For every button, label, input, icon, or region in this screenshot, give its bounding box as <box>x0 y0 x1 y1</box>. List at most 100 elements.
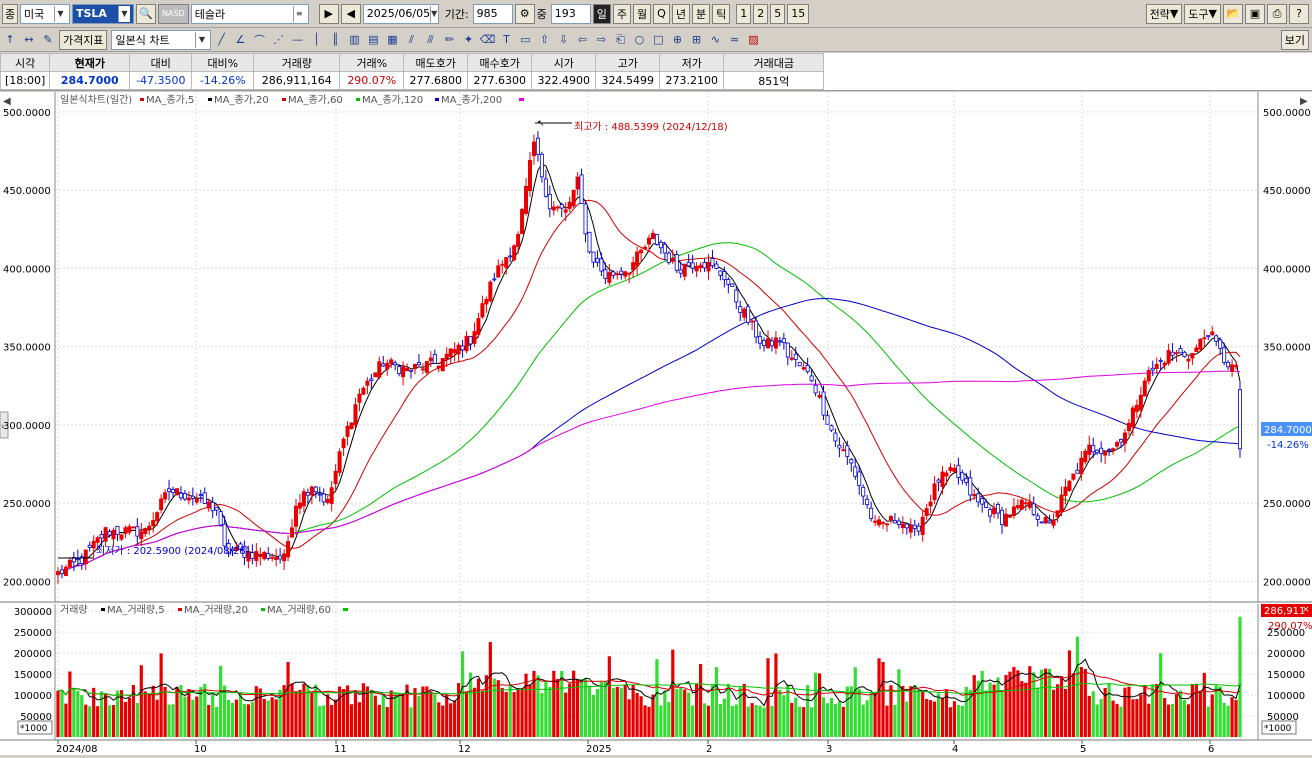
pencil-icon[interactable]: ✏ <box>444 33 455 46</box>
cycle-lines-icon[interactable]: ║ <box>332 33 339 46</box>
minute-1[interactable]: 1 <box>736 3 752 24</box>
angle-icon[interactable]: ∠ <box>235 33 246 46</box>
left-marker-icon[interactable]: ⇦ <box>577 33 588 46</box>
header-ask: 매도호가 <box>403 53 469 72</box>
chart-type-select[interactable]: 일본식 차트 ▼ <box>111 29 212 50</box>
fit-icon[interactable]: ⊞ <box>691 33 702 46</box>
chart-area[interactable]: ◀ ▶ › 일본식차트(일간) MA_종가,5 MA_종가,20 MA_종가,60 M… <box>0 92 1312 755</box>
arrow-up-icon[interactable]: ↑ <box>5 33 15 46</box>
timeframe-tick[interactable]: 틱 <box>712 3 731 24</box>
minute-5[interactable]: 5 <box>770 3 786 24</box>
volume-bar <box>988 682 992 737</box>
minute-2[interactable]: 2 <box>753 3 769 24</box>
period-input[interactable]: 985 <box>472 3 513 24</box>
horizontal-line-icon[interactable]: — <box>291 33 303 46</box>
play-icon[interactable]: ▶ <box>318 3 339 24</box>
candle-body <box>361 387 366 395</box>
overlap-input[interactable]: 193 <box>550 3 591 24</box>
volume-legend-swatch-1 <box>178 608 182 611</box>
color-icon[interactable]: ✦ <box>463 33 474 46</box>
date-input[interactable]: 2025/06/05 ▼ <box>362 3 439 24</box>
trendline-icon[interactable]: ╱ <box>218 33 225 46</box>
parallel-icon[interactable]: ⫻ <box>427 32 434 46</box>
market-select[interactable]: 미국 ▼ <box>20 3 70 24</box>
text-icon[interactable]: T <box>503 33 510 46</box>
settings-chart-icon[interactable]: ▨ <box>748 33 759 46</box>
candle-body <box>595 257 600 263</box>
down-marker-icon[interactable]: ⇩ <box>558 33 569 46</box>
edit-icon[interactable]: ✎ <box>43 33 53 46</box>
up-marker-icon[interactable]: ⇧ <box>539 33 550 46</box>
eraser-icon[interactable]: ⌫ <box>479 33 496 46</box>
zoom-icon[interactable]: ⊕ <box>672 33 683 46</box>
quote-panel: 시각 현재가 대비 대비% 거래량 거래% 매도호가 매수호가 시가 고가 저가… <box>0 53 1312 91</box>
volume-bar <box>921 692 925 737</box>
candlestick-chart[interactable]: ◀ ▶ › 일본식차트(일간) MA_종가,5 MA_종가,20 MA_종가,60 M… <box>0 92 1312 755</box>
candle-body <box>928 501 933 507</box>
volume-bar <box>865 700 869 737</box>
print-icon[interactable]: ⎙ <box>1267 3 1287 24</box>
folder-icon[interactable]: 📂 <box>1223 3 1243 24</box>
bookmark-icon[interactable]: ⎗ <box>616 32 625 46</box>
help-icon[interactable]: ? <box>1289 3 1309 24</box>
circle-icon[interactable]: ○ <box>634 33 645 46</box>
timeframe-quarter[interactable]: Q <box>653 3 670 24</box>
vertical-line-icon[interactable]: │ <box>313 33 320 46</box>
signal-icon[interactable]: ≈ <box>729 33 740 46</box>
overlap-icon[interactable]: ⚙ <box>514 3 535 24</box>
candle-body <box>1122 432 1127 444</box>
volume-bar <box>1091 691 1095 737</box>
volume-bar <box>496 680 500 737</box>
volume-unit-left-text: *1000 <box>20 724 48 734</box>
price-legend: 일본식차트(일간) MA_종가,5 MA_종가,20 MA_종가,60 MA_종가,1… <box>60 94 524 106</box>
close-icon[interactable]: × <box>1302 605 1310 615</box>
grid-lines-icon[interactable]: ▥ <box>349 33 360 46</box>
price-tick-right-5: 250.0000 <box>1263 499 1311 510</box>
back-icon[interactable]: ◀ <box>340 3 361 24</box>
volume-bar <box>195 696 199 737</box>
volume-bar <box>932 701 937 737</box>
minute-15[interactable]: 15 <box>787 3 810 24</box>
channel-icon[interactable]: ⫽ <box>409 32 414 46</box>
x-label-9: 6 <box>1208 744 1214 755</box>
timeframe-day[interactable]: 일 <box>592 3 611 24</box>
wave-icon[interactable]: ∿ <box>710 33 721 46</box>
candle-body <box>1007 515 1012 518</box>
timeframe-month[interactable]: 월 <box>633 3 652 24</box>
arc-icon[interactable]: ⌒ <box>253 33 265 47</box>
volume-bar <box>817 673 822 737</box>
volume-bar <box>992 684 996 737</box>
side-panel-toggle[interactable] <box>0 411 9 439</box>
main-toolbar: 종 미국 ▼ TSLA ▼ 🔍 NASD 테슬라 ≡ ▶ ◀ 2025/06/05 ▼ … <box>0 0 1312 28</box>
timeframe-minute[interactable]: 분 <box>691 3 711 24</box>
strategy-button[interactable]: 전략 ▼ <box>1145 3 1183 24</box>
volume-bar <box>298 689 302 737</box>
stock-name-field[interactable]: 테슬라 ≡ <box>190 3 309 24</box>
volume-bar <box>1155 683 1159 737</box>
square-icon[interactable]: □ <box>653 33 664 46</box>
fan-icon[interactable]: ⋰ <box>272 33 284 46</box>
timeframe-year[interactable]: 년 <box>671 3 690 24</box>
search-icon[interactable]: 🔍 <box>136 3 156 24</box>
view-button[interactable]: 보기 <box>1280 29 1309 50</box>
indicator-button[interactable]: 가격지표 <box>59 29 108 50</box>
collapse-right-icon[interactable]: ▶ <box>1300 96 1308 107</box>
time-zone-icon[interactable]: ▦ <box>387 33 398 46</box>
symbol-input[interactable]: TSLA ▼ <box>72 3 134 24</box>
candle-body <box>769 340 774 347</box>
candle-body <box>266 553 271 559</box>
candle-body <box>865 498 870 505</box>
right-marker-icon[interactable]: ⇨ <box>596 33 607 46</box>
tools-button[interactable]: 도구 ▼ <box>1184 3 1221 24</box>
collapse-left-icon[interactable]: ◀ <box>3 96 11 107</box>
note-icon[interactable]: ▭ <box>520 33 531 46</box>
type-button[interactable]: 종 <box>2 3 18 24</box>
volume-bar <box>806 685 810 737</box>
timeframe-week[interactable]: 주 <box>612 3 632 24</box>
save-icon[interactable]: ▣ <box>1245 3 1265 24</box>
candle-body <box>436 365 441 369</box>
arrow-horizontal-icon[interactable]: ↔ <box>24 33 34 46</box>
volume-bar <box>1028 666 1032 737</box>
fibo-icon[interactable]: ▤ <box>368 33 379 46</box>
candle-body <box>1083 450 1088 463</box>
